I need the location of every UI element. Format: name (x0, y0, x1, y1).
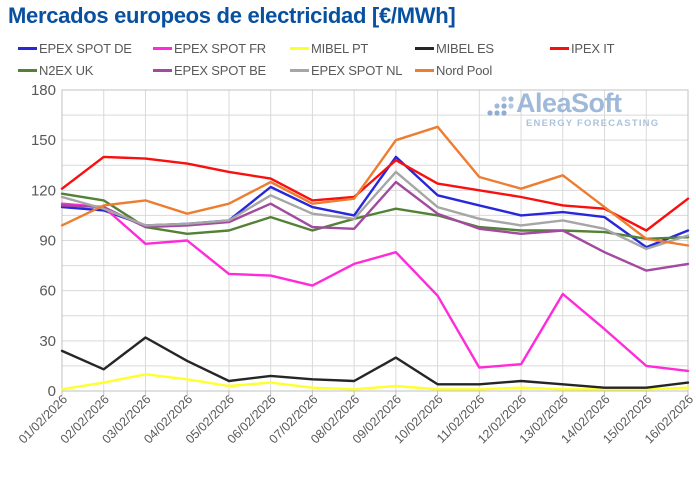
legend-item: Nord Pool (415, 62, 492, 78)
legend-item: EPEX SPOT BE (153, 62, 266, 78)
legend-swatch (153, 46, 172, 50)
legend-label: N2EX UK (39, 62, 94, 78)
legend-label: Nord Pool (436, 62, 493, 78)
legend-swatch (415, 68, 434, 72)
y-tick-label: 60 (39, 283, 56, 300)
legend-item: EPEX SPOT FR (153, 40, 266, 56)
legend: EPEX SPOT DE EPEX SPOT FR MIBEL PT MIBEL ES… (0, 38, 696, 84)
legend-swatch (290, 68, 309, 72)
legend-item: MIBEL PT (290, 40, 368, 56)
legend-item: IPEX IT (550, 40, 615, 56)
series-line-epex-spot-be (60, 180, 690, 272)
series-line-epex-spot-nl (60, 170, 690, 251)
legend-swatch (550, 46, 569, 50)
y-tick-label: 0 (48, 383, 56, 400)
y-tick-label: 90 (39, 233, 56, 250)
legend-item: EPEX SPOT DE (18, 40, 132, 56)
legend-label: EPEX SPOT NL (311, 62, 403, 78)
legend-label: EPEX SPOT BE (174, 62, 267, 78)
y-tick-label: 150 (31, 132, 56, 149)
legend-label: IPEX IT (571, 40, 615, 56)
legend-item: N2EX UK (18, 62, 93, 78)
chart-title: Mercados europeos de electricidad [€/MWh… (8, 3, 456, 28)
series-line-n2ex-uk (60, 192, 690, 241)
y-tick-label: 30 (39, 333, 56, 350)
plot-border (61, 89, 689, 392)
legend-label: MIBEL PT (311, 40, 369, 56)
legend-item: EPEX SPOT NL (290, 62, 402, 78)
y-tick-label: 120 (31, 182, 56, 199)
legend-swatch (18, 46, 37, 50)
legend-label: MIBEL ES (436, 40, 494, 56)
legend-swatch (18, 68, 37, 72)
legend-label: EPEX SPOT DE (39, 40, 132, 56)
y-tick-label: 180 (31, 82, 56, 99)
series-line-epex-spot-fr (60, 202, 690, 373)
legend-label: EPEX SPOT FR (174, 40, 266, 56)
legend-swatch (290, 46, 309, 50)
series-line-mibel-es (60, 336, 690, 389)
series-line-ipex-it (60, 155, 690, 232)
series-line-mibel-pt (60, 373, 690, 391)
legend-item: MIBEL ES (415, 40, 494, 56)
series-line-nord-pool (60, 125, 690, 247)
legend-swatch (153, 68, 172, 72)
legend-swatch (415, 46, 434, 50)
